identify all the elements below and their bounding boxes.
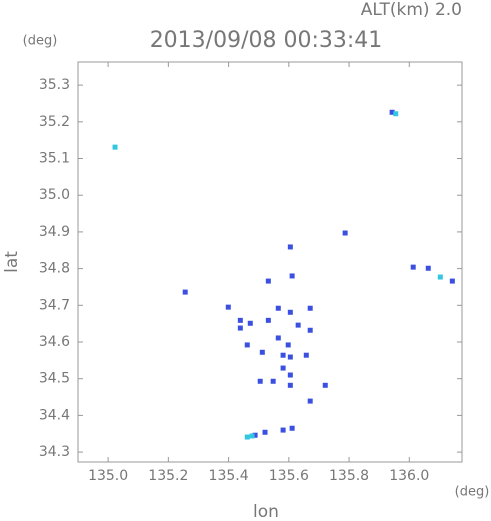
y-unit: (deg) bbox=[23, 34, 58, 49]
x-tick-label: 135.2 bbox=[148, 468, 188, 484]
echo-point bbox=[389, 109, 395, 115]
echo-point bbox=[112, 144, 118, 150]
echo-point bbox=[425, 265, 431, 271]
echo-point bbox=[270, 378, 276, 384]
echo-point bbox=[322, 382, 328, 388]
echo-point bbox=[303, 352, 309, 358]
echo-point bbox=[307, 398, 313, 404]
echo-point bbox=[247, 320, 253, 326]
echo-point bbox=[280, 427, 286, 433]
y-axis-label: lat bbox=[2, 251, 22, 273]
y-tick-label: 35.1 bbox=[39, 151, 70, 167]
echo-point bbox=[265, 278, 271, 284]
y-tick-label: 35.0 bbox=[39, 187, 70, 203]
y-tick-label: 35.2 bbox=[39, 114, 70, 130]
echo-point bbox=[265, 317, 271, 323]
y-tick-label: 34.3 bbox=[39, 444, 70, 460]
echo-point bbox=[289, 425, 295, 431]
echo-point bbox=[249, 433, 255, 439]
echo-point bbox=[259, 349, 265, 355]
echo-point bbox=[252, 432, 258, 438]
echo-point bbox=[275, 335, 281, 341]
echo-point bbox=[244, 342, 250, 348]
x-unit: (deg) bbox=[455, 485, 490, 500]
echo-point bbox=[437, 274, 443, 280]
echo-point bbox=[307, 327, 313, 333]
echo-point bbox=[287, 372, 293, 378]
echo-point bbox=[182, 289, 188, 295]
echo-point bbox=[287, 244, 293, 250]
y-tick-label: 34.4 bbox=[39, 407, 70, 423]
echo-point bbox=[225, 304, 231, 310]
y-tick-label: 34.8 bbox=[39, 261, 70, 277]
echo-point bbox=[410, 264, 416, 270]
y-tick-label: 35.3 bbox=[39, 77, 70, 93]
echo-point bbox=[449, 278, 455, 284]
chart-title: 2013/09/08 00:33:41 bbox=[150, 28, 383, 53]
x-tick-label: 135.8 bbox=[329, 468, 369, 484]
echo-point bbox=[307, 305, 313, 311]
echo-point bbox=[289, 273, 295, 279]
echo-point bbox=[287, 309, 293, 315]
x-tick-label: 135.4 bbox=[209, 468, 249, 484]
echo-point bbox=[287, 354, 293, 360]
echo-point bbox=[257, 378, 263, 384]
echo-point bbox=[244, 434, 250, 440]
echo-point bbox=[285, 342, 291, 348]
echo-point bbox=[280, 352, 286, 358]
echo-point bbox=[237, 325, 243, 331]
y-tick-label: 34.5 bbox=[39, 371, 70, 387]
x-tick-label: 135.0 bbox=[88, 468, 128, 484]
echo-point bbox=[237, 317, 243, 323]
echo-point bbox=[275, 305, 281, 311]
chart-subtitle: ALT(km) 2.0 bbox=[361, 0, 462, 20]
plot-frame bbox=[77, 61, 463, 463]
echo-point bbox=[393, 111, 399, 117]
echo-point bbox=[287, 382, 293, 388]
echo-point bbox=[295, 322, 301, 328]
echo-point bbox=[262, 429, 268, 435]
y-tick-label: 34.6 bbox=[39, 334, 70, 350]
x-axis-label: lon bbox=[253, 502, 279, 521]
x-tick-label: 135.6 bbox=[269, 468, 309, 484]
y-tick-label: 34.9 bbox=[39, 224, 70, 240]
y-tick-label: 34.7 bbox=[39, 297, 70, 313]
echo-point bbox=[342, 230, 348, 236]
x-tick-label: 136.0 bbox=[389, 468, 429, 484]
echo-point bbox=[280, 365, 286, 371]
